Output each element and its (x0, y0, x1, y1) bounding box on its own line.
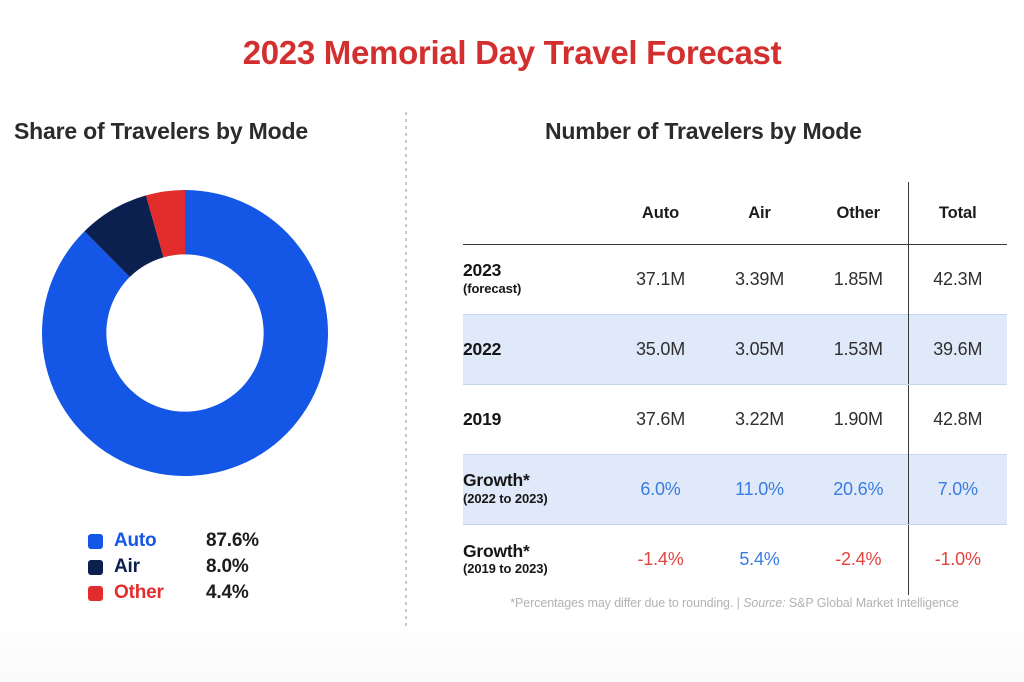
table-cell: 35.0M (611, 314, 710, 385)
donut-chart (42, 190, 328, 476)
table-cell: 3.05M (710, 314, 809, 385)
table-row-label-main: 2022 (463, 338, 502, 359)
legend-swatch-other (88, 585, 103, 601)
table-header-row: Auto Air Other Total (463, 182, 1007, 245)
table-row-label: Growth* (2019 to 2023) (463, 525, 611, 595)
left-section-heading: Share of Travelers by Mode (14, 118, 308, 144)
travelers-table: Auto Air Other Total 2023 (forecast) 37.1M… (463, 182, 1007, 595)
donut-slice-air (84, 195, 164, 278)
chart-legend: Auto 87.6% Air 8.0% Other 4.4% (88, 528, 318, 606)
table-row: 2023 (forecast) 37.1M 3.39M 1.85M 42.3M (463, 244, 1007, 315)
table-cell: 7.0% (907, 454, 1007, 525)
legend-swatch-air (88, 559, 103, 575)
table-cell: -1.4% (637, 549, 684, 570)
table-row: Growth* (2022 to 2023) 6.0% 11.0% 20.6% 7.0% (463, 454, 1007, 525)
table-row-label-sub: (2019 to 2023) (463, 561, 548, 577)
table-row-label-main: Growth* (463, 470, 530, 491)
donut-slice-other (145, 190, 185, 258)
number-by-mode-panel: Number of Travelers by Mode (405, 0, 1024, 682)
footnote-source-label: Source: (743, 596, 786, 610)
table-cell: 1.90M (833, 409, 883, 429)
table-row-label: Growth* (2022 to 2023) (463, 454, 611, 525)
table-cell: 37.1M (635, 269, 686, 289)
travelers-table-wrapper: Auto Air Other Total 2023 (forecast) 37.1M… (463, 182, 1007, 595)
table-cell: 37.6M (635, 409, 686, 429)
table-cell: -2.4% (835, 549, 882, 570)
table-cell: 3.39M (734, 269, 785, 289)
table-cell: 3.22M (734, 409, 785, 429)
table-row-label: 2022 (463, 314, 611, 385)
table-header-total: Total (907, 182, 1007, 245)
footnote-source-value: S&P Global Market Intelligence (785, 596, 959, 610)
table-header-air: Air (710, 182, 809, 245)
share-by-mode-panel: Share of Travelers by Mode Auto 87.6% Ai… (0, 0, 405, 682)
donut-chart-svg (42, 190, 328, 476)
table-header-other: Other (809, 182, 908, 245)
table-cell: 6.0% (611, 454, 710, 525)
table-row: Growth* (2019 to 2023) -1.4% 5.4% -2.4% -1.0% (463, 524, 1007, 595)
table-row-label: 2023 (forecast) (463, 245, 611, 315)
table-header-auto: Auto (611, 182, 710, 245)
table-cell: 20.6% (809, 454, 908, 525)
table-row-label-main: 2023 (463, 260, 502, 281)
table-body: 2023 (forecast) 37.1M 3.39M 1.85M 42.3M 2022 35… (463, 244, 1007, 595)
table-row-label-main: 2019 (463, 408, 502, 429)
page-title: 2023 Memorial Day Travel Forecast (242, 34, 782, 71)
table-cell: 42.3M (907, 244, 1007, 315)
table-row-label-sub: (2022 to 2023) (463, 490, 548, 506)
table-header-blank (463, 182, 611, 245)
table-row: 2022 35.0M 3.05M 1.53M 39.6M (463, 314, 1007, 385)
panel-divider (405, 112, 407, 630)
legend-item-auto: Auto 87.6% (88, 528, 318, 554)
legend-label-air: Air (114, 556, 140, 577)
right-section-heading: Number of Travelers by Mode (545, 118, 862, 144)
table-row-label-sub: (forecast) (463, 280, 522, 296)
legend-value-auto: 87.6% (206, 530, 259, 551)
table-row: 2019 37.6M 3.22M 1.90M 42.8M (463, 384, 1007, 455)
table-cell: -1.0% (907, 524, 1007, 595)
donut-slice-auto (42, 190, 328, 476)
footnote-text: *Percentages may differ due to rounding.… (510, 596, 744, 610)
table-cell: 11.0% (710, 454, 809, 525)
legend-label-auto: Auto (114, 530, 157, 551)
legend-swatch-auto (88, 533, 103, 549)
table-cell: 42.8M (907, 384, 1007, 455)
table-cell: 1.53M (809, 314, 908, 385)
legend-item-air: Air 8.0% (88, 554, 318, 580)
table-footnote: *Percentages may differ due to rounding.… (463, 596, 1006, 610)
table-row-label-main: Growth* (463, 540, 530, 561)
legend-label-other: Other (114, 582, 164, 603)
legend-value-air: 8.0% (206, 556, 249, 577)
legend-item-other: Other 4.4% (88, 580, 318, 606)
table-row-label: 2019 (463, 385, 611, 455)
table-cell: 5.4% (739, 549, 780, 570)
table-cell: 39.6M (907, 314, 1007, 385)
legend-value-other: 4.4% (206, 582, 249, 603)
table-cell: 1.85M (833, 269, 883, 289)
